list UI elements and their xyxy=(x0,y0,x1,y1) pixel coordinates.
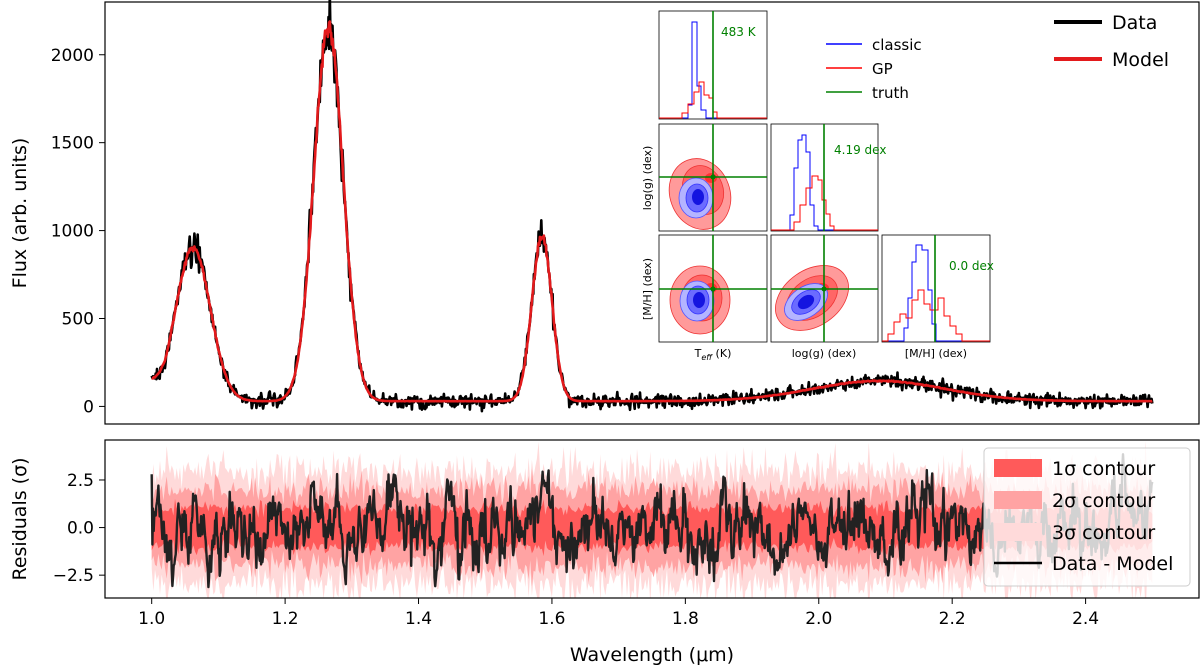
flux-ytick-label: 2000 xyxy=(51,46,94,66)
x-axis-label: Wavelength (μm) xyxy=(570,644,734,666)
residual-ytick-label: 0.0 xyxy=(67,519,94,539)
x-tick-label: 2.2 xyxy=(939,609,966,629)
contour-logg-teff xyxy=(659,124,767,231)
residual-ytick-label: 2.5 xyxy=(67,471,94,491)
flux-ytick-label: 1500 xyxy=(51,134,94,154)
x-tick-label: 2.4 xyxy=(1072,609,1099,629)
legend-2sigma-swatch xyxy=(994,491,1042,509)
flux-y-label: Flux (arb. units) xyxy=(9,138,31,289)
flux-ytick-label: 500 xyxy=(62,310,94,330)
flux-legend: Data Model xyxy=(1054,12,1169,71)
legend-3sigma-label: 3σ contour xyxy=(1052,522,1155,544)
residual-y-label: Residuals (σ) xyxy=(9,457,31,580)
x-tick-label: 2.0 xyxy=(805,609,832,629)
residual-panel-frame xyxy=(104,439,1200,599)
corner-legend-truth: truth xyxy=(872,84,909,102)
residual-legend: 1σ contour 2σ contour 3σ contour Data - … xyxy=(983,447,1191,587)
legend-2sigma-label: 2σ contour xyxy=(1052,490,1155,512)
legend-model-label: Model xyxy=(1112,49,1169,71)
corner-xlabel-mh: [M/H] (dex) xyxy=(905,347,967,360)
teff-truth-label: 483 K xyxy=(721,25,757,39)
logg-hist-gp xyxy=(771,175,878,231)
mh-hist-gp xyxy=(882,289,990,342)
x-tick-label: 1.2 xyxy=(272,609,299,629)
flux-lines xyxy=(150,0,1154,413)
flux-y-ticks: 0 500 1000 1500 2000 xyxy=(51,46,105,417)
residual-ytick-label: −2.5 xyxy=(53,566,94,586)
legend-3sigma-swatch xyxy=(994,523,1042,541)
flux-panel-frame xyxy=(104,1,1200,425)
flux-panel: 0 500 1000 1500 2000 Flux (arb. units) Data … xyxy=(9,0,1200,425)
corner-xlabel-teff: Teff (K) xyxy=(694,347,732,362)
residual-y-ticks: −2.5 0.0 2.5 xyxy=(53,471,105,586)
model-series-line xyxy=(151,20,1153,403)
corner-xlabel-logg: log(g) (dex) xyxy=(792,347,856,360)
contour-mh-logg xyxy=(771,235,878,342)
corner-plot: 483 K 4.19 dex 0.0 dex xyxy=(641,10,994,362)
corner-ylabel-logg: log(g) (dex) xyxy=(641,146,654,210)
x-tick-label: 1.8 xyxy=(672,609,699,629)
mh-hist-classic xyxy=(882,244,990,342)
legend-data-label: Data xyxy=(1112,12,1157,34)
legend-1sigma-swatch xyxy=(994,459,1042,477)
x-tick-label: 1.0 xyxy=(138,609,165,629)
contour-mh-teff xyxy=(659,235,767,342)
corner-ylabel-mh: [M/H] (dex) xyxy=(641,258,654,320)
mh-truth-label: 0.0 dex xyxy=(949,259,994,273)
x-tick-label: 1.4 xyxy=(405,609,432,629)
corner-legend: classic GP truth xyxy=(826,36,922,102)
corner-legend-gp: GP xyxy=(872,60,893,78)
legend-1sigma-label: 1σ contour xyxy=(1052,458,1155,480)
logg-truth-label: 4.19 dex xyxy=(834,143,886,157)
x-tick-label: 1.6 xyxy=(538,609,565,629)
residual-legend-box xyxy=(983,447,1191,587)
corner-legend-classic: classic xyxy=(872,36,922,54)
residual-panel: −2.5 0.0 2.5 1.0 1.2 1.4 1.6 1.8 2.0 2.2 2.4 Resi… xyxy=(9,439,1200,666)
legend-residual-label: Data - Model xyxy=(1052,553,1173,575)
flux-ytick-label: 0 xyxy=(83,397,94,417)
logg-hist-classic xyxy=(771,134,878,231)
flux-ytick-label: 1000 xyxy=(51,222,94,242)
residual-x-ticks: 1.0 1.2 1.4 1.6 1.8 2.0 2.2 2.4 xyxy=(138,598,1099,629)
